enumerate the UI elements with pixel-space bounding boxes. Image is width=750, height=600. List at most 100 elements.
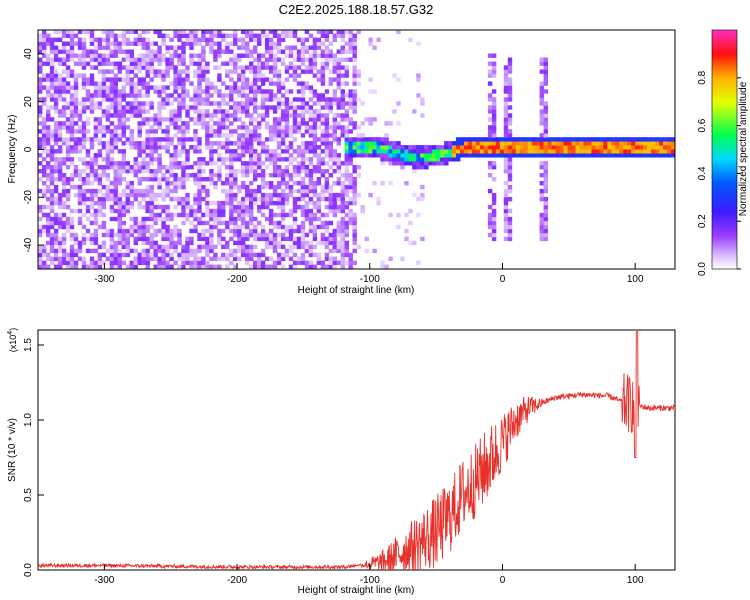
spectrogram-cell: [157, 153, 162, 158]
spectrogram-cell: [412, 161, 417, 166]
spectrogram-cell: [300, 192, 306, 198]
spectrogram-cell: [109, 216, 115, 222]
spectrogram-cell: [356, 125, 361, 130]
spectrogram-cell: [324, 224, 330, 230]
spectrogram-cell: [89, 109, 95, 114]
spectrogram-cell: [137, 89, 142, 94]
spectrogram-cell: [328, 101, 333, 106]
spectrogram-cell: [579, 149, 584, 154]
spectrogram-cell: [344, 145, 349, 150]
spectrogram-cell: [436, 145, 441, 150]
spectrogram-cell: [651, 137, 656, 142]
spectrogram-cell: [233, 232, 238, 238]
spectrogram-cell: [38, 228, 43, 234]
spectrogram-cell: [316, 224, 322, 230]
spectrogram-cell: [296, 260, 302, 265]
spectrogram-cell: [177, 240, 182, 246]
spectrogram-cell: [308, 244, 314, 250]
spectrogram-cell: [344, 184, 349, 190]
spectrogram-cell: [42, 212, 47, 218]
spectrogram-cell: [237, 89, 242, 94]
spectrogram-cell: [213, 109, 218, 114]
spectrogram-cell: [229, 252, 234, 258]
spectrogram-cell: [157, 244, 162, 250]
spectrogram-cell: [344, 141, 349, 146]
spectrogram-cell: [241, 93, 246, 98]
spectrogram-cell: [284, 157, 290, 162]
spectrogram-cell: [479, 153, 485, 158]
spectrogram-cell: [527, 145, 533, 150]
spectrogram-cell: [619, 145, 624, 150]
spectrogram-cell: [507, 236, 513, 242]
spectrogram-cell: [635, 145, 640, 150]
spectrogram-cell: [249, 129, 254, 134]
spectrogram-cell: [38, 37, 43, 42]
spectrogram-cell: [253, 153, 258, 158]
spectrogram-cell: [197, 85, 202, 90]
spectrogram-cell: [113, 41, 118, 46]
spectrogram-cell: [292, 244, 298, 250]
spectrogram-cell: [201, 260, 206, 265]
spectrogram-cell: [137, 149, 142, 154]
spectrogram-cell: [491, 129, 497, 134]
spectrogram-cell: [53, 248, 59, 254]
spectrogram-cell: [328, 248, 333, 254]
spectrogram-cell: [145, 260, 150, 265]
spectrogram-cell: [312, 49, 318, 54]
spectrogram-cell: [241, 208, 246, 214]
spectrogram-cell: [101, 220, 107, 226]
spectrogram-cell: [280, 85, 286, 90]
spectrogram-cell: [308, 177, 314, 182]
spectrogram-cell: [268, 81, 274, 86]
spectrogram-cell: [316, 45, 322, 50]
spectrogram-cell: [125, 141, 130, 146]
spectrogram-cell: [253, 177, 258, 182]
spectrogram-cell: [249, 200, 254, 206]
spectrogram-cell: [57, 49, 63, 54]
spectrogram-cell: [77, 220, 83, 226]
spectrogram-cell: [145, 169, 150, 174]
spectrogram-cell: [177, 57, 182, 62]
spectrogram-cell: [42, 157, 47, 162]
spectrogram-cell: [61, 97, 67, 102]
spectrogram-cell: [268, 137, 274, 142]
spectrogram-cell: [448, 157, 453, 162]
spectrogram-cell: [300, 252, 306, 258]
spectrogram-cell: [101, 93, 107, 98]
spectrogram-cell: [181, 89, 186, 94]
spectrogram-cell: [316, 125, 322, 130]
spectrogram-cell: [217, 264, 222, 269]
spectrogram-cell: [177, 212, 182, 218]
spectrogram-cell: [93, 93, 99, 98]
spectrogram-cell: [627, 145, 632, 150]
spectrogram-cell: [121, 121, 126, 126]
spectrogram-cell: [61, 173, 67, 178]
spectrogram-cell: [507, 141, 513, 146]
spectrogram-cell: [376, 37, 381, 42]
spectrogram-cell: [149, 173, 154, 178]
spectrogram-cell: [113, 184, 118, 190]
spectrogram-cell: [38, 113, 43, 118]
spectrogram-cell: [153, 177, 158, 182]
spectrogram-cell: [527, 149, 533, 154]
spectrogram-cell: [276, 129, 282, 134]
spectrogram-cell: [336, 157, 341, 162]
spectrogram-cell: [121, 212, 126, 218]
spectrogram-cell: [643, 153, 648, 158]
spectrogram-cell: [173, 69, 178, 74]
spectrogram-cell: [205, 252, 210, 258]
spectrogram-cell: [229, 196, 234, 202]
spectrogram-cell: [157, 192, 162, 198]
spectrogram-cell: [49, 41, 55, 46]
spectrogram-cell: [89, 236, 95, 242]
spectrogram-cell: [479, 141, 485, 146]
spectrogram-cell: [352, 93, 357, 98]
spectrogram-cell: [69, 97, 75, 102]
spectrogram-cell: [300, 224, 306, 230]
spectrogram-cell: [69, 173, 75, 178]
spectrogram-cell: [209, 153, 214, 158]
spectrogram-cell: [241, 212, 246, 218]
spectrogram-cell: [284, 133, 290, 138]
spectrogram-cell: [308, 85, 314, 90]
spectrogram-cell: [280, 149, 286, 154]
